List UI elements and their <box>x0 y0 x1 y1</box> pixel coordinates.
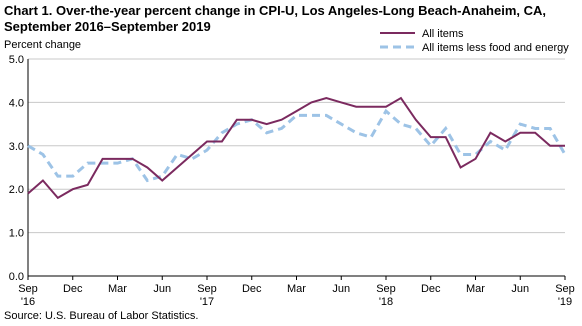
series-line <box>27 108 567 183</box>
y-tick-label: 4.0 <box>9 97 24 109</box>
x-tick-label: Sep '19 <box>555 283 575 308</box>
x-tick-label: Sep '17 <box>197 283 217 308</box>
y-tick-label: 5.0 <box>9 54 24 66</box>
y-tick-label: 3.0 <box>9 141 24 153</box>
y-tick-label: 2.0 <box>9 184 24 196</box>
x-tick-label: Jun <box>511 283 529 295</box>
x-tick-label: Sep '18 <box>376 283 396 308</box>
series-line <box>27 96 565 200</box>
x-tick-label: Dec <box>63 283 83 295</box>
y-tick-label: 1.0 <box>9 228 24 240</box>
legend-label: All items <box>422 28 464 40</box>
y-tick-label: 0.0 <box>9 271 24 283</box>
x-tick-label: Dec <box>421 283 441 295</box>
x-tick-label: Sep '16 <box>18 283 38 308</box>
x-tick-label: Mar <box>287 283 306 295</box>
x-tick-label: Mar <box>466 283 485 295</box>
chart-title: Chart 1. Over-the-year percent change in… <box>4 3 546 18</box>
x-tick-label: Mar <box>108 283 127 295</box>
chart-title: September 2016–September 2019 <box>4 19 211 34</box>
x-tick-label: Jun <box>332 283 350 295</box>
source-note: Source: U.S. Bureau of Labor Statistics. <box>4 310 198 322</box>
y-axis-label: Percent change <box>4 39 81 51</box>
legend-label: All items less food and energy <box>422 42 569 54</box>
x-tick-label: Dec <box>242 283 262 295</box>
x-tick-label: Jun <box>153 283 171 295</box>
